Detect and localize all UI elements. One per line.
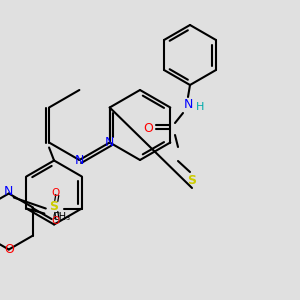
Text: CH₃: CH₃: [52, 212, 70, 221]
Text: N: N: [4, 185, 14, 198]
Text: N: N: [183, 98, 193, 112]
Text: O: O: [52, 188, 60, 197]
Text: O: O: [4, 243, 14, 256]
Text: N: N: [75, 154, 84, 166]
Text: N: N: [105, 136, 114, 149]
Text: H: H: [196, 102, 204, 112]
Text: O: O: [52, 215, 60, 226]
Text: S: S: [49, 200, 58, 213]
Text: O: O: [143, 122, 153, 134]
Text: S: S: [188, 173, 196, 187]
